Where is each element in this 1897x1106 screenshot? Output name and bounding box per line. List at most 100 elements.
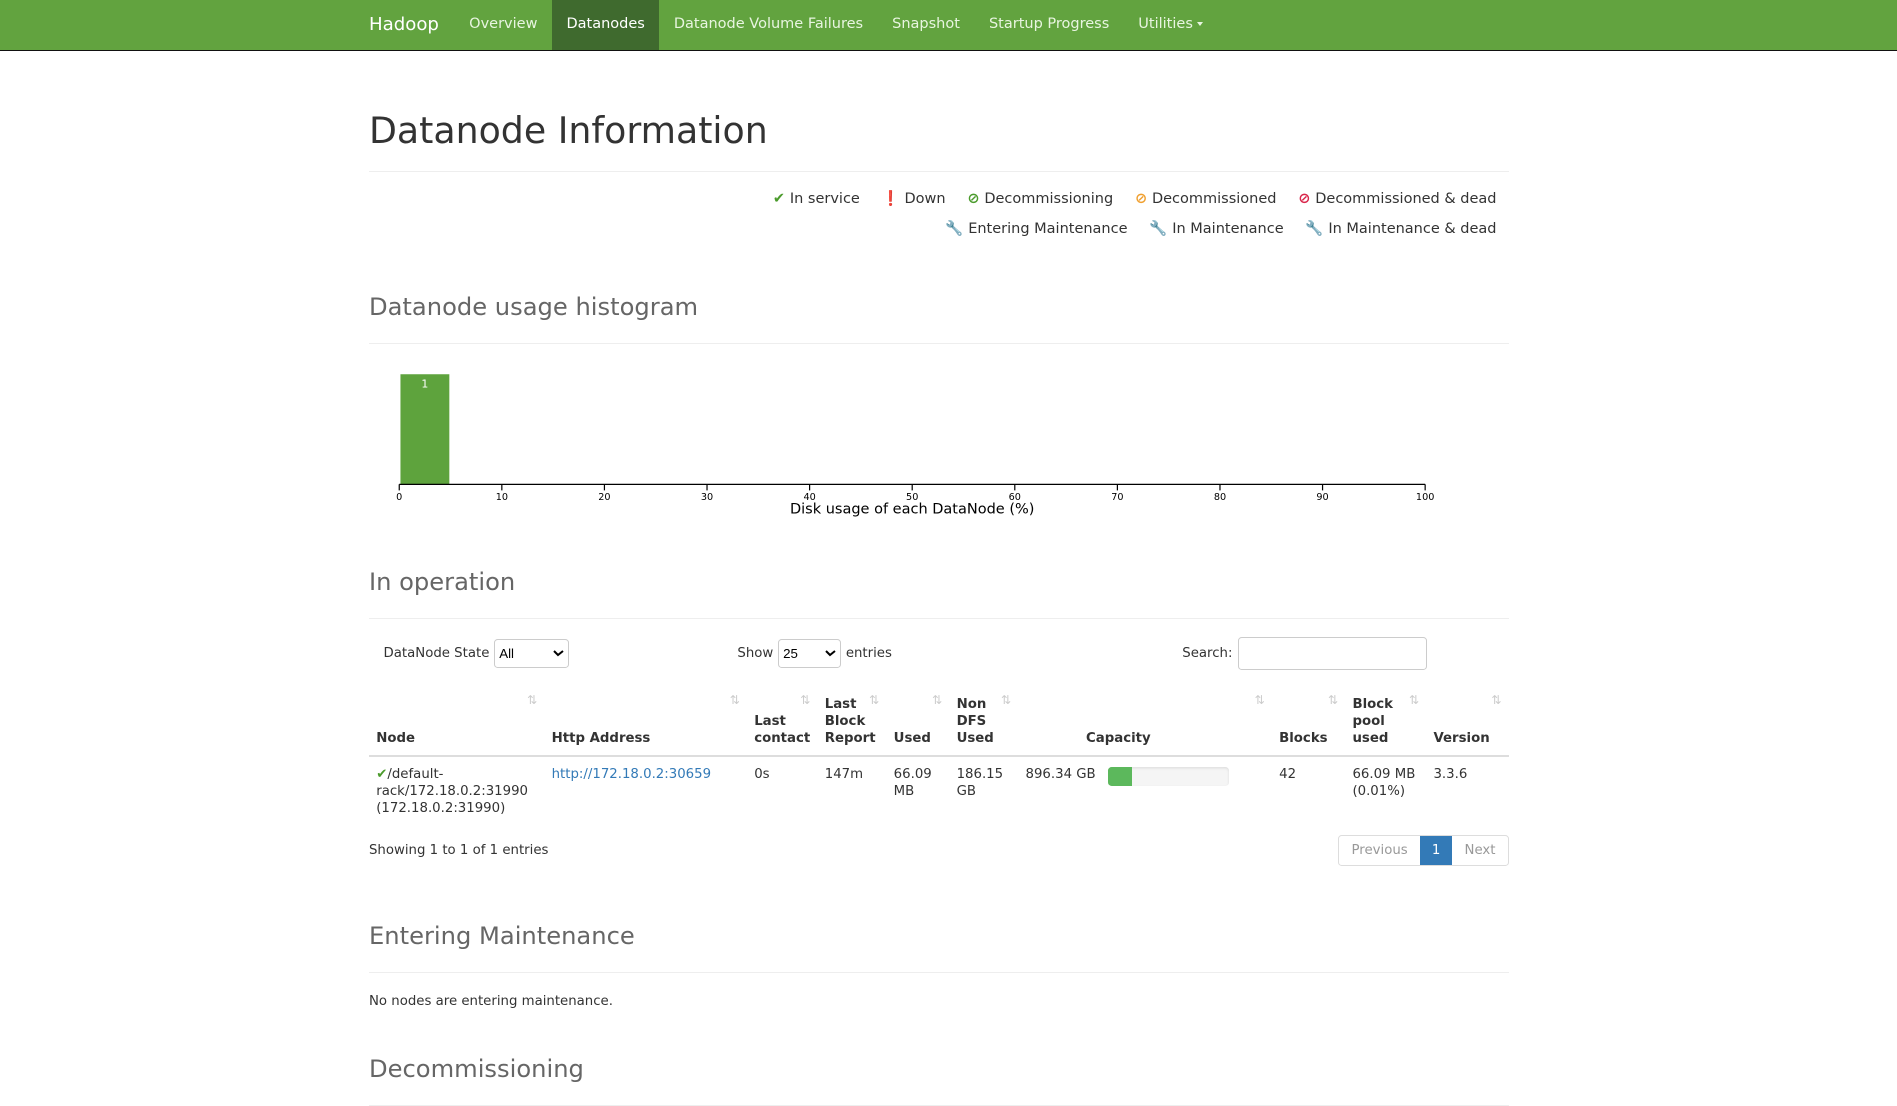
legend-label: Decommissioning — [984, 191, 1114, 208]
x-tick-label: 40 — [803, 492, 815, 503]
previous-button[interactable]: Previous — [1351, 843, 1408, 859]
legend-label: In service — [789, 191, 860, 208]
legend-item: 🔧 Entering Maintenance — [945, 221, 1127, 237]
wrench-icon: 🔧 — [1305, 221, 1324, 238]
nav-snapshot[interactable]: Snapshot — [892, 16, 960, 32]
check-icon: ✔ — [376, 767, 388, 783]
nav-datanodes[interactable]: Datanodes — [551, 0, 660, 50]
sort-icon: ⇅ — [1327, 693, 1338, 708]
search-label: Search: — [1182, 646, 1233, 662]
sort-icon: ⇅ — [1000, 693, 1011, 708]
page-1-button[interactable]: 1 — [1419, 835, 1453, 866]
sort-icon: ⇅ — [800, 693, 811, 708]
column-header[interactable]: Used ⇅ — [886, 690, 950, 758]
exclamation-circle-icon: ❗ — [881, 191, 900, 208]
sort-icon: ⇅ — [1254, 693, 1265, 708]
check-icon: ✔ — [772, 191, 785, 208]
histogram-heading: Datanode usage histogram — [368, 293, 1509, 344]
legend-item: ❗ Down — [882, 191, 946, 207]
ban-icon: ⊘ — [1134, 191, 1148, 208]
sort-icon: ⇅ — [527, 693, 538, 708]
column-label: Version — [1433, 731, 1490, 747]
blocks-cell: 42 — [1279, 767, 1297, 783]
navbar: Hadoop Overview Datanodes Datanode Volum… — [0, 0, 1897, 51]
sort-icon: ⇅ — [1408, 693, 1419, 708]
pagination: Previous 1 Next — [1338, 834, 1509, 867]
legend-item: 🔧 In Maintenance & dead — [1305, 221, 1496, 237]
column-header[interactable]: Node ⇅ — [368, 690, 545, 758]
legend-item: ⊘ Decommissioned — [1135, 191, 1277, 207]
nav-startup-progress[interactable]: Startup Progress — [988, 16, 1110, 32]
column-header[interactable]: Block pool used ⇅ — [1345, 690, 1427, 758]
block-pool-cell: 66.09 MB (0.01%) — [1352, 767, 1416, 799]
column-header[interactable]: Blocks ⇅ — [1271, 690, 1346, 758]
legend-item: ⊘ Decommissioned & dead — [1298, 191, 1496, 207]
nav-volume-failures[interactable]: Datanode Volume Failures — [673, 16, 864, 32]
column-label: Node — [376, 731, 416, 747]
used-cell: 66.09 MB — [893, 767, 932, 799]
next-button[interactable]: Next — [1464, 843, 1496, 859]
sort-icon: ⇅ — [931, 693, 943, 708]
brand[interactable]: Hadoop — [368, 14, 439, 36]
last-block-report-cell: 147m — [824, 767, 864, 783]
http-address-link[interactable]: http://172.18.0.2:30659 — [551, 767, 712, 783]
datanode-state-select[interactable]: All — [494, 639, 570, 669]
legend-item: ⊘ Decommissioning — [967, 191, 1113, 207]
non-dfs-cell: 186.15 GB — [956, 767, 1004, 799]
nav-utilities[interactable]: Utilities — [1124, 0, 1217, 50]
x-axis-label: Disk usage of each DataNode (%) — [790, 501, 1034, 517]
showing-info: Showing 1 to 1 of 1 entries — [368, 843, 549, 859]
entries-label: entries — [845, 646, 892, 662]
x-tick-label: 0 — [396, 492, 402, 503]
legend-label: Down — [904, 191, 946, 208]
column-label: Blocks — [1279, 731, 1328, 747]
state-label: DataNode State — [383, 646, 490, 662]
search-input[interactable] — [1238, 637, 1427, 671]
column-header[interactable]: Last contact ⇅ — [746, 690, 818, 758]
column-header[interactable]: Capacity ⇅ — [1018, 690, 1272, 758]
node-cell: /default-rack/172.18.0.2:31990 (172.18.0… — [376, 767, 529, 816]
decom-heading: Decommissioning — [368, 1055, 1509, 1106]
column-header[interactable]: Http Address ⇅ — [544, 690, 747, 758]
last-contact-cell: 0s — [754, 767, 770, 783]
entering-text: No nodes are entering maintenance. — [368, 994, 613, 1010]
column-label: Block pool used — [1352, 697, 1393, 747]
wrench-icon: 🔧 — [1149, 221, 1168, 238]
column-label: Last Block Report — [824, 697, 876, 747]
page-title: Datanode Information — [368, 109, 1509, 172]
legend-label: Decommissioned & dead — [1315, 191, 1497, 208]
version-cell: 3.3.6 — [1433, 767, 1468, 783]
column-label: Http Address — [551, 731, 651, 747]
column-header[interactable]: Version ⇅ — [1426, 690, 1509, 758]
legend: ✔ In service ❗ Down ⊘ Decommissioning ⊘ Decommi… — [369, 172, 1509, 245]
x-tick-label: 30 — [701, 492, 713, 503]
legend-label: In Maintenance — [1172, 221, 1284, 238]
bar-label: 1 — [421, 377, 428, 390]
histogram-bar — [400, 373, 450, 485]
x-tick-label: 20 — [598, 492, 610, 503]
entries-select[interactable]: 25 — [778, 639, 841, 669]
entering-heading: Entering Maintenance — [368, 922, 1509, 973]
sort-icon: ⇅ — [1491, 693, 1502, 708]
column-header[interactable]: Non DFS Used ⇅ — [949, 690, 1019, 758]
column-header[interactable]: Last Block Report ⇅ — [817, 690, 887, 758]
legend-label: Entering Maintenance — [968, 221, 1128, 238]
nav-overview[interactable]: Overview — [469, 16, 538, 32]
x-tick-label: 10 — [496, 492, 508, 503]
x-tick-label: 50 — [906, 492, 918, 503]
caret-down-icon — [1196, 22, 1203, 27]
wrench-icon: 🔧 — [945, 221, 964, 238]
ban-icon: ⊘ — [1298, 191, 1311, 208]
legend-item: 🔧 In Maintenance — [1149, 221, 1283, 237]
sort-icon: ⇅ — [869, 693, 880, 708]
x-tick-label: 70 — [1111, 492, 1123, 503]
ban-icon: ⊘ — [967, 191, 980, 208]
show-label: Show — [737, 646, 774, 662]
column-label: Non DFS Used — [956, 697, 994, 747]
capacity-bar-fill — [1107, 767, 1132, 787]
capacity-cell: 896.34 GB — [1025, 767, 1096, 783]
datanode-table: Node ⇅ Http Address ⇅ Last contact ⇅ Last Bloc… — [368, 690, 1509, 827]
column-label: Capacity — [1085, 731, 1151, 747]
operation-heading: In operation — [368, 568, 1509, 619]
